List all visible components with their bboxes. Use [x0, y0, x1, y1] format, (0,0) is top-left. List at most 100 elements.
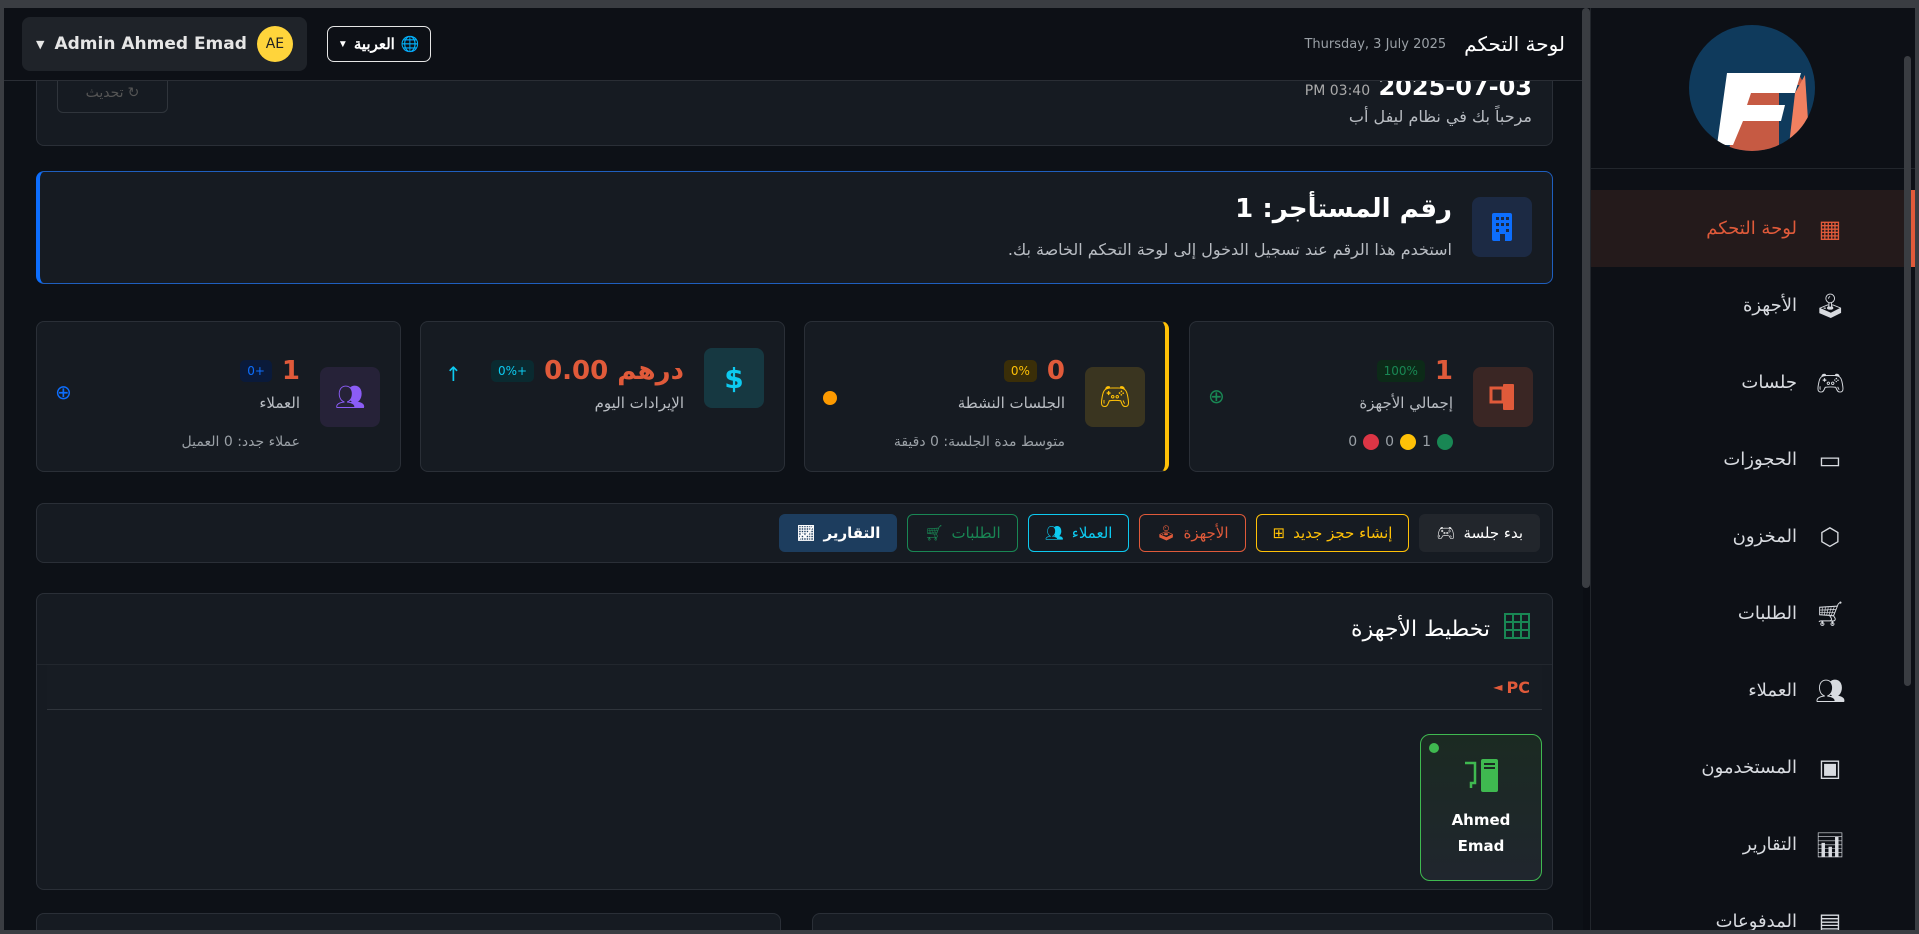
sidebar-item-label: المدفوعات [1715, 911, 1797, 930]
sidebar-item-people[interactable]: العملاء 👥︎ [1591, 652, 1915, 729]
building-icon [1472, 197, 1532, 257]
joystick-icon: 🕹︎ [1815, 291, 1846, 320]
reports-button[interactable]: التقارير 📈︎ [779, 514, 898, 552]
sidebar-item-label: جلسات [1741, 372, 1797, 393]
stat-label: إجمالي الأجهزة [1359, 394, 1453, 412]
gamepad-icon: 🎮︎ [1085, 367, 1145, 427]
stat-sub: عملاء جدد: 0 العميل [181, 434, 300, 450]
quick-actions-bar: بدء جلسة 🎮︎ إنشاء حجز جديد ⊞ الأجهزة 🕹︎ الع… [36, 503, 1553, 563]
stat-value: درهم 0.00 [544, 356, 684, 386]
sidebar-item-label: الطلبات [1737, 603, 1797, 624]
sidebar-divider [1591, 168, 1915, 169]
stat-label: العملاء [259, 394, 300, 412]
bottom-card-right [812, 913, 1553, 930]
sidebar-item-bar-chart[interactable]: التقارير 📊︎ [1591, 806, 1915, 883]
devices-icon [1473, 367, 1533, 427]
language-label: العربية [353, 36, 395, 53]
sidebar-item-dashboard[interactable]: لوحة التحكم ▦ [1591, 190, 1915, 267]
stat-customers: 👥︎ 1 +0 العملاء عملاء جدد: 0 العميل ⊕ [36, 321, 401, 472]
app-logo [1689, 25, 1815, 151]
sidebar-item-label: الحجوزات [1723, 449, 1797, 470]
status-dot [823, 390, 837, 409]
dollar-icon: $ [704, 348, 764, 408]
sidebar: لوحة التحكم ▦ الأجهزة 🕹︎ جلسات 🎮︎ الحجوزات ▭ الم… [1590, 8, 1915, 930]
arrow-up-icon: ↑ [445, 362, 462, 386]
sidebar-item-label: التقارير [1742, 834, 1797, 855]
sidebar-scrollbar[interactable] [1904, 56, 1911, 686]
sidebar-item-cash[interactable]: المدفوعات ▤ [1591, 883, 1915, 931]
stat-label: الجلسات النشطة [957, 394, 1065, 412]
stat-badge: +0% [490, 360, 535, 382]
cart-icon: 🛒︎ [1815, 599, 1846, 628]
sidebar-item-cart[interactable]: الطلبات 🛒︎ [1591, 575, 1915, 652]
stat-value: 0 [1046, 356, 1065, 386]
stat-active-sessions: 🎮︎ 0 0% الجلسات النشطة متوسط مدة الجلسة: … [804, 321, 1169, 472]
caret-down-icon: ▼ [337, 38, 348, 50]
people-icon: 👥︎ [1044, 524, 1064, 542]
stat-label: الإيرادات اليوم [594, 394, 684, 412]
cart-icon: 🛒︎ [924, 524, 944, 542]
grid-icon [1504, 613, 1530, 645]
devices-layout-card: تخطيط الأجهزة PC ◄ Ahmed Emad [36, 593, 1553, 890]
device-name: Ahmed Emad [1451, 810, 1511, 855]
device-group-pc: PC ◄ [47, 665, 1542, 710]
layout-title: تخطيط الأجهزة [1351, 616, 1490, 642]
joystick-icon: 🕹︎ [1156, 524, 1176, 542]
globe-icon: 🌐 [400, 36, 420, 53]
sidebar-item-box[interactable]: المخزون ⬡ [1591, 498, 1915, 575]
tenant-card: رقم المستأجر: 1 استخدم هذا الرقم عند تسج… [36, 171, 1553, 284]
start-session-button[interactable]: بدء جلسة 🎮︎ [1419, 514, 1540, 552]
language-button[interactable]: 🌐 العربية ▼ [326, 26, 431, 62]
sidebar-item-calendar[interactable]: الحجوزات ▭ [1591, 421, 1915, 498]
main-content: ▼ Admin Ahmed Emad AE 🌐 العربية ▼ لوحة ا… [4, 8, 1583, 930]
sidebar-item-joystick[interactable]: الأجهزة 🕹︎ [1591, 267, 1915, 344]
orders-button[interactable]: الطلبات 🛒︎ [907, 514, 1018, 552]
calendar-icon: ▭ [1818, 445, 1842, 474]
gamepad-icon: 🎮︎ [1815, 368, 1846, 397]
user-menu-button[interactable]: ▼ Admin Ahmed Emad AE [22, 17, 307, 71]
bar-chart-icon: 📊︎ [1815, 830, 1846, 859]
caret-down-icon: ▼ [36, 37, 45, 51]
stat-badge: +0 [240, 360, 272, 382]
arrow-up-circle-icon: ⊕ [55, 380, 72, 404]
tenant-hint: استخدم هذا الرقم عند تسجيل الدخول إلى لو… [1007, 240, 1452, 259]
stat-sub: متوسط مدة الجلسة: 0 دقيقة [893, 434, 1065, 450]
stat-revenue-today: $ درهم 0.00 +0% الإيرادات اليوم ↑ [420, 321, 785, 472]
people-icon: 👥︎ [1815, 676, 1846, 705]
sidebar-item-user-badge[interactable]: المستخدمون ▣ [1591, 729, 1915, 806]
welcome-message: مرحباً بك في نظام ليفل أب [1348, 107, 1532, 126]
main-scrollbar[interactable] [1582, 8, 1590, 588]
sidebar-item-label: العملاء [1748, 680, 1797, 701]
refresh-icon: ↻ [127, 85, 140, 101]
tenant-number: رقم المستأجر: 1 [1235, 194, 1452, 224]
sidebar-item-label: الأجهزة [1742, 295, 1797, 316]
device-tile[interactable]: Ahmed Emad [1420, 734, 1542, 881]
customers-button[interactable]: العملاء 👥︎ [1027, 514, 1130, 552]
arrow-up-circle-icon: ⊕ [1208, 384, 1225, 408]
user-badge-icon: ▣ [1818, 753, 1842, 782]
sidebar-item-label: المخزون [1732, 526, 1797, 547]
gamepad-icon: 🎮︎ [1436, 524, 1456, 542]
current-date: Thursday, 3 July 2025 [1304, 36, 1447, 52]
chart-line-icon: 📈︎ [796, 524, 816, 542]
page-title: لوحة التحكم [1464, 32, 1565, 56]
new-booking-button[interactable]: إنشاء حجز جديد ⊞ [1255, 514, 1410, 552]
devices-button[interactable]: الأجهزة 🕹︎ [1139, 514, 1246, 552]
user-name: Admin Ahmed Emad [54, 34, 247, 54]
stat-value: 1 [1434, 356, 1453, 386]
calendar-plus-icon: ⊞ [1272, 524, 1286, 542]
dashboard-icon: ▦ [1818, 214, 1842, 243]
top-header: ▼ Admin Ahmed Emad AE 🌐 العربية ▼ لوحة ا… [4, 8, 1583, 81]
sidebar-item-label: المستخدمون [1701, 757, 1797, 778]
cash-icon: ▤ [1818, 907, 1842, 931]
sidebar-item-gamepad[interactable]: جلسات 🎮︎ [1591, 344, 1915, 421]
avatar: AE [256, 26, 293, 62]
box-icon: ⬡ [1819, 522, 1841, 551]
pc-icon [1463, 757, 1499, 797]
people-icon: 👥︎ [320, 367, 380, 427]
bottom-card-left [36, 913, 781, 930]
sidebar-item-label: لوحة التحكم [1706, 218, 1797, 239]
stat-badge: 0% [1003, 360, 1037, 382]
